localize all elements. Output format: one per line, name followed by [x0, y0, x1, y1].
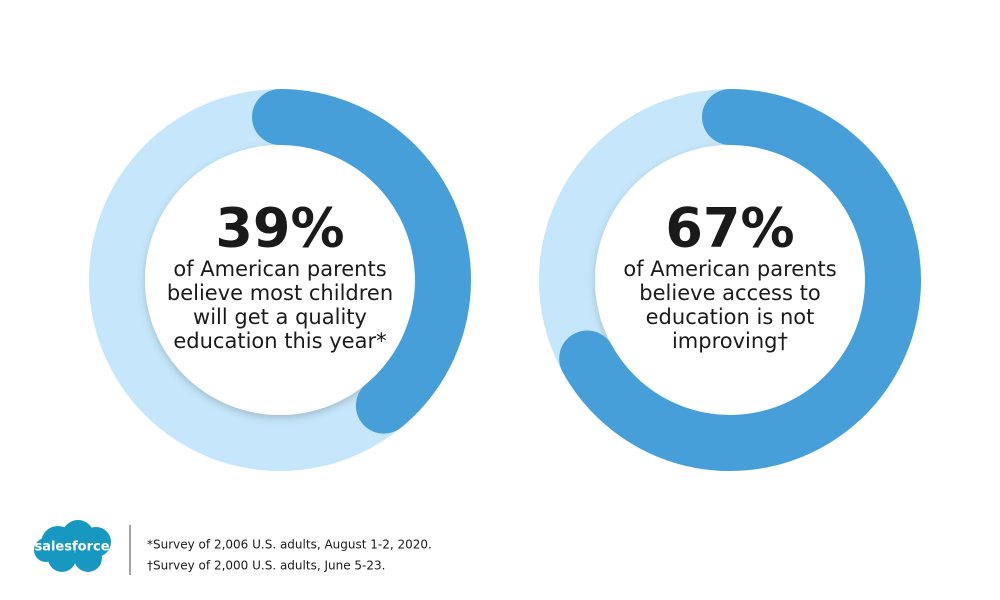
footnote: †Survey of 2,000 U.S. adults, June 5-23. [147, 559, 385, 573]
value-label: 39% [215, 197, 344, 260]
value-label: 67% [665, 197, 794, 260]
description: of American parents [173, 257, 386, 281]
description: education is not [646, 305, 815, 329]
logo: salesforce [34, 520, 111, 572]
logo-text: salesforce [34, 540, 109, 555]
description: improving† [672, 329, 788, 353]
description: education this year* [173, 329, 386, 353]
donut-arc [559, 89, 921, 471]
donut-inner [595, 145, 865, 415]
donut-arc [252, 89, 471, 434]
description: of American parents [623, 257, 836, 281]
description: believe most children [167, 281, 393, 305]
donut-inner [145, 145, 415, 415]
footnote: *Survey of 2,006 U.S. adults, August 1-2… [147, 538, 432, 552]
description: will get a quality [193, 305, 367, 329]
description: believe access to [639, 281, 820, 305]
